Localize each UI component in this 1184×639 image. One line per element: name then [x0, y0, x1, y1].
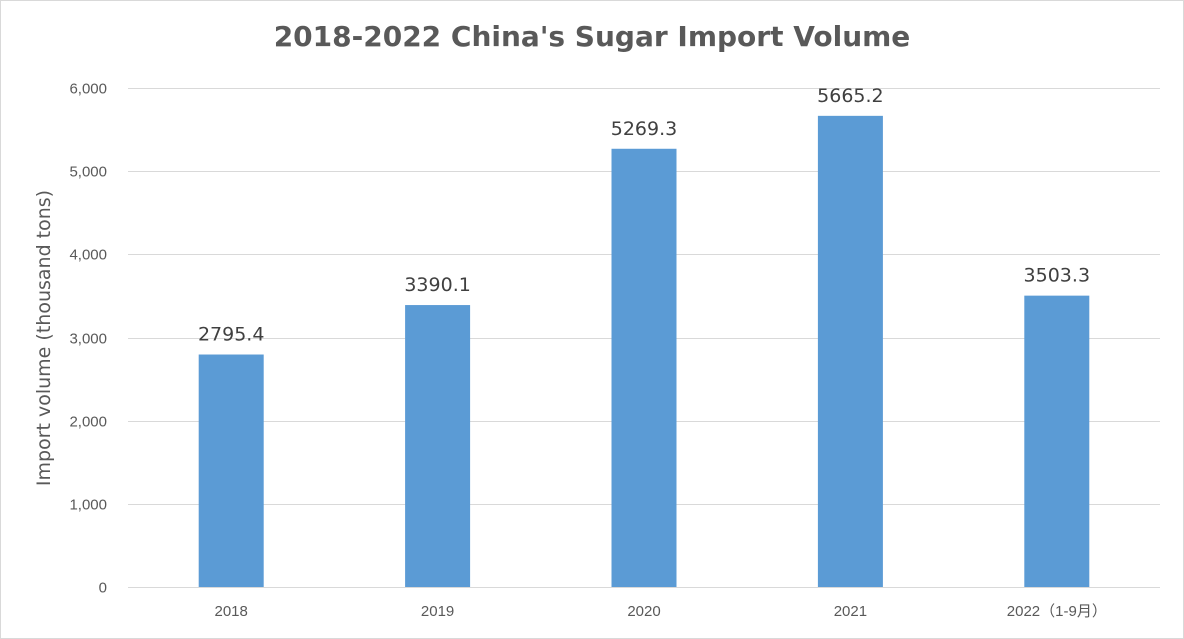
data-label: 3390.1 [404, 274, 470, 296]
data-label: 5665.2 [817, 85, 883, 107]
y-tick-label: 4,000 [69, 247, 107, 264]
y-tick-label: 1,000 [69, 497, 107, 514]
y-tick-layer: 0 1,000 2,000 3,000 4,000 5,000 6,000 [69, 81, 107, 597]
bar-2021 [817, 115, 883, 587]
bar-layer [198, 115, 1090, 587]
data-label: 2795.4 [198, 324, 264, 346]
data-label: 5269.3 [611, 118, 677, 140]
x-tick-label: 2020 [627, 603, 660, 620]
data-label: 3503.3 [1024, 265, 1090, 287]
chart-title: 2018-2022 China's Sugar Import Volume [273, 20, 911, 53]
x-tick-label: 2022（1-9月） [1007, 603, 1107, 620]
bar-2019 [405, 305, 471, 587]
bar-2022 [1024, 295, 1090, 587]
x-tick-label: 2021 [834, 603, 867, 620]
x-tick-label: 2018 [215, 603, 248, 620]
x-tick-label: 2019 [421, 603, 454, 620]
y-tick-label: 6,000 [69, 81, 107, 98]
y-tick-label: 2,000 [69, 414, 107, 431]
bar-2018 [198, 354, 264, 587]
data-label-layer: 2795.4 3390.1 5269.3 5665.2 3503.3 [198, 85, 1090, 346]
bar-2020 [611, 148, 677, 587]
y-tick-label: 3,000 [69, 331, 107, 348]
y-tick-label: 0 [99, 580, 107, 597]
x-tick-layer: 2018 2019 2020 2021 2022（1-9月） [215, 603, 1107, 620]
y-tick-label: 5,000 [69, 164, 107, 181]
